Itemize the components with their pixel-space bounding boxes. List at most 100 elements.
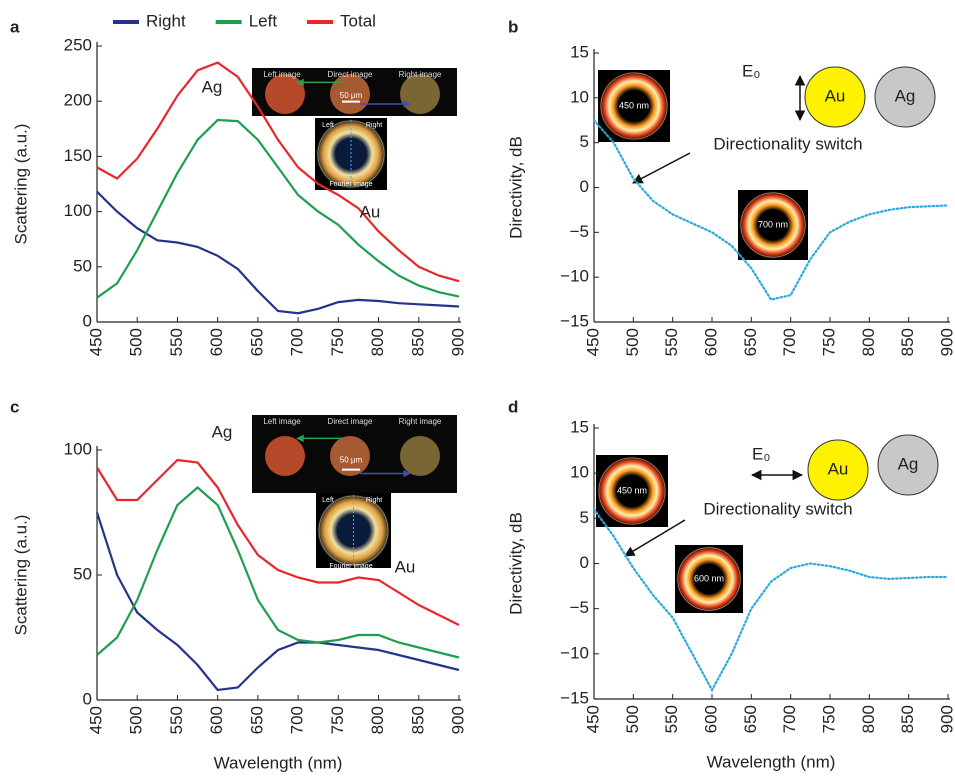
annotation: E₀ bbox=[752, 444, 770, 463]
x-axis-label: Wavelength (nm) bbox=[214, 753, 343, 772]
inset-ring bbox=[739, 191, 807, 259]
x-tick-label: 750 bbox=[328, 328, 347, 356]
y-tick-label: −10 bbox=[560, 267, 589, 286]
annotation: Right image bbox=[399, 70, 442, 79]
x-tick-label: 900 bbox=[937, 328, 955, 356]
legend-label: Total bbox=[340, 11, 376, 30]
x-tick-label: 450 bbox=[86, 328, 105, 356]
inset-circle bbox=[740, 192, 806, 258]
x-tick-label: 650 bbox=[741, 705, 760, 733]
x-tick-label: 600 bbox=[207, 706, 226, 734]
x-tick-label: 700 bbox=[780, 705, 799, 733]
x-tick-label: 900 bbox=[448, 706, 467, 734]
annotation: 450 nm bbox=[617, 485, 647, 495]
annotation: Ag bbox=[212, 422, 233, 441]
x-tick-label: 750 bbox=[819, 705, 838, 733]
inset-circle bbox=[598, 457, 666, 525]
x-tick-label: 900 bbox=[937, 705, 955, 733]
x-tick-label: 550 bbox=[662, 328, 681, 356]
inset-circle bbox=[600, 72, 668, 140]
x-tick-label: 800 bbox=[859, 705, 878, 733]
y-tick-label: −10 bbox=[560, 643, 589, 662]
annotation: Right image bbox=[399, 417, 442, 426]
annotation: Fourier image bbox=[329, 563, 372, 570]
y-tick-label: −15 bbox=[560, 688, 589, 707]
annotation: Au bbox=[395, 557, 416, 576]
annotation: Ag bbox=[895, 86, 916, 105]
panel-label: b bbox=[508, 17, 518, 36]
x-tick-label: 450 bbox=[583, 705, 602, 733]
annotation: Left bbox=[322, 497, 334, 504]
x-tick-label: 700 bbox=[780, 328, 799, 356]
y-tick-label: 50 bbox=[73, 564, 92, 583]
particle-image bbox=[265, 74, 305, 114]
annotation: Ag bbox=[202, 77, 223, 96]
annotation: Directionality switch bbox=[713, 134, 862, 153]
x-tick-label: 650 bbox=[247, 328, 266, 356]
x-tick-label: 850 bbox=[898, 705, 917, 733]
annotation: 450 nm bbox=[619, 100, 649, 110]
annotation: 700 nm bbox=[758, 219, 788, 229]
annotation: Left image bbox=[263, 70, 301, 79]
x-tick-label: 850 bbox=[898, 328, 917, 356]
x-tick-label: 450 bbox=[86, 706, 105, 734]
annotation: 50 μm bbox=[340, 455, 363, 464]
x-tick-label: 550 bbox=[662, 705, 681, 733]
x-tick-label: 650 bbox=[247, 706, 266, 734]
x-tick-label: 500 bbox=[127, 328, 146, 356]
x-tick-label: 650 bbox=[741, 328, 760, 356]
legend-label: Right bbox=[146, 11, 186, 30]
y-tick-label: 250 bbox=[64, 35, 92, 54]
x-tick-label: 450 bbox=[583, 328, 602, 356]
particle-image bbox=[400, 436, 440, 476]
y-tick-label: 100 bbox=[64, 201, 92, 220]
data-line bbox=[96, 61, 460, 283]
y-tick-label: 15 bbox=[570, 417, 589, 436]
panel-label: a bbox=[10, 17, 20, 36]
y-axis-label: Directivity, dB bbox=[506, 136, 525, 239]
y-tick-label: 5 bbox=[580, 508, 589, 527]
panel-label: c bbox=[10, 397, 19, 416]
y-tick-label: 200 bbox=[64, 91, 92, 110]
arrow bbox=[624, 519, 686, 557]
x-tick-label: 600 bbox=[207, 328, 226, 356]
x-tick-label: 550 bbox=[167, 706, 186, 734]
inset-ring bbox=[599, 71, 669, 141]
annotation: 50 μm bbox=[340, 91, 363, 100]
x-tick-label: 900 bbox=[448, 328, 467, 356]
x-tick-label: 500 bbox=[127, 706, 146, 734]
annotation: Ag bbox=[898, 454, 919, 473]
y-tick-label: 50 bbox=[73, 256, 92, 275]
y-tick-label: 150 bbox=[64, 146, 92, 165]
x-tick-label: 850 bbox=[408, 328, 427, 356]
y-axis-label: Scattering (a.u.) bbox=[11, 124, 30, 245]
y-tick-label: 0 bbox=[580, 553, 589, 572]
annotation: Direct image bbox=[328, 417, 373, 426]
particle-image bbox=[400, 74, 440, 114]
x-tick-label: 500 bbox=[623, 705, 642, 733]
x-tick-label: 750 bbox=[328, 706, 347, 734]
x-tick-label: 850 bbox=[408, 706, 427, 734]
panel-label: d bbox=[508, 397, 518, 416]
x-tick-label: 600 bbox=[701, 705, 720, 733]
particle bbox=[877, 434, 939, 496]
annotation: Au bbox=[360, 202, 381, 221]
y-tick-label: 5 bbox=[580, 132, 589, 151]
particle-image bbox=[330, 436, 370, 476]
y-tick-label: 10 bbox=[570, 463, 589, 482]
inset-ring bbox=[597, 456, 667, 526]
data-line bbox=[96, 190, 460, 315]
annotation: Left bbox=[322, 122, 334, 129]
inset-ring bbox=[317, 494, 390, 567]
annotation: Au bbox=[828, 459, 849, 478]
y-tick-label: 10 bbox=[570, 87, 589, 106]
x-tick-label: 800 bbox=[368, 328, 387, 356]
data-line bbox=[592, 119, 950, 301]
y-tick-label: −5 bbox=[570, 598, 589, 617]
x-axis-label: Wavelength (nm) bbox=[707, 752, 836, 771]
annotation: Au bbox=[825, 86, 846, 105]
x-tick-label: 800 bbox=[368, 706, 387, 734]
x-tick-label: 600 bbox=[701, 328, 720, 356]
particle bbox=[807, 439, 869, 501]
